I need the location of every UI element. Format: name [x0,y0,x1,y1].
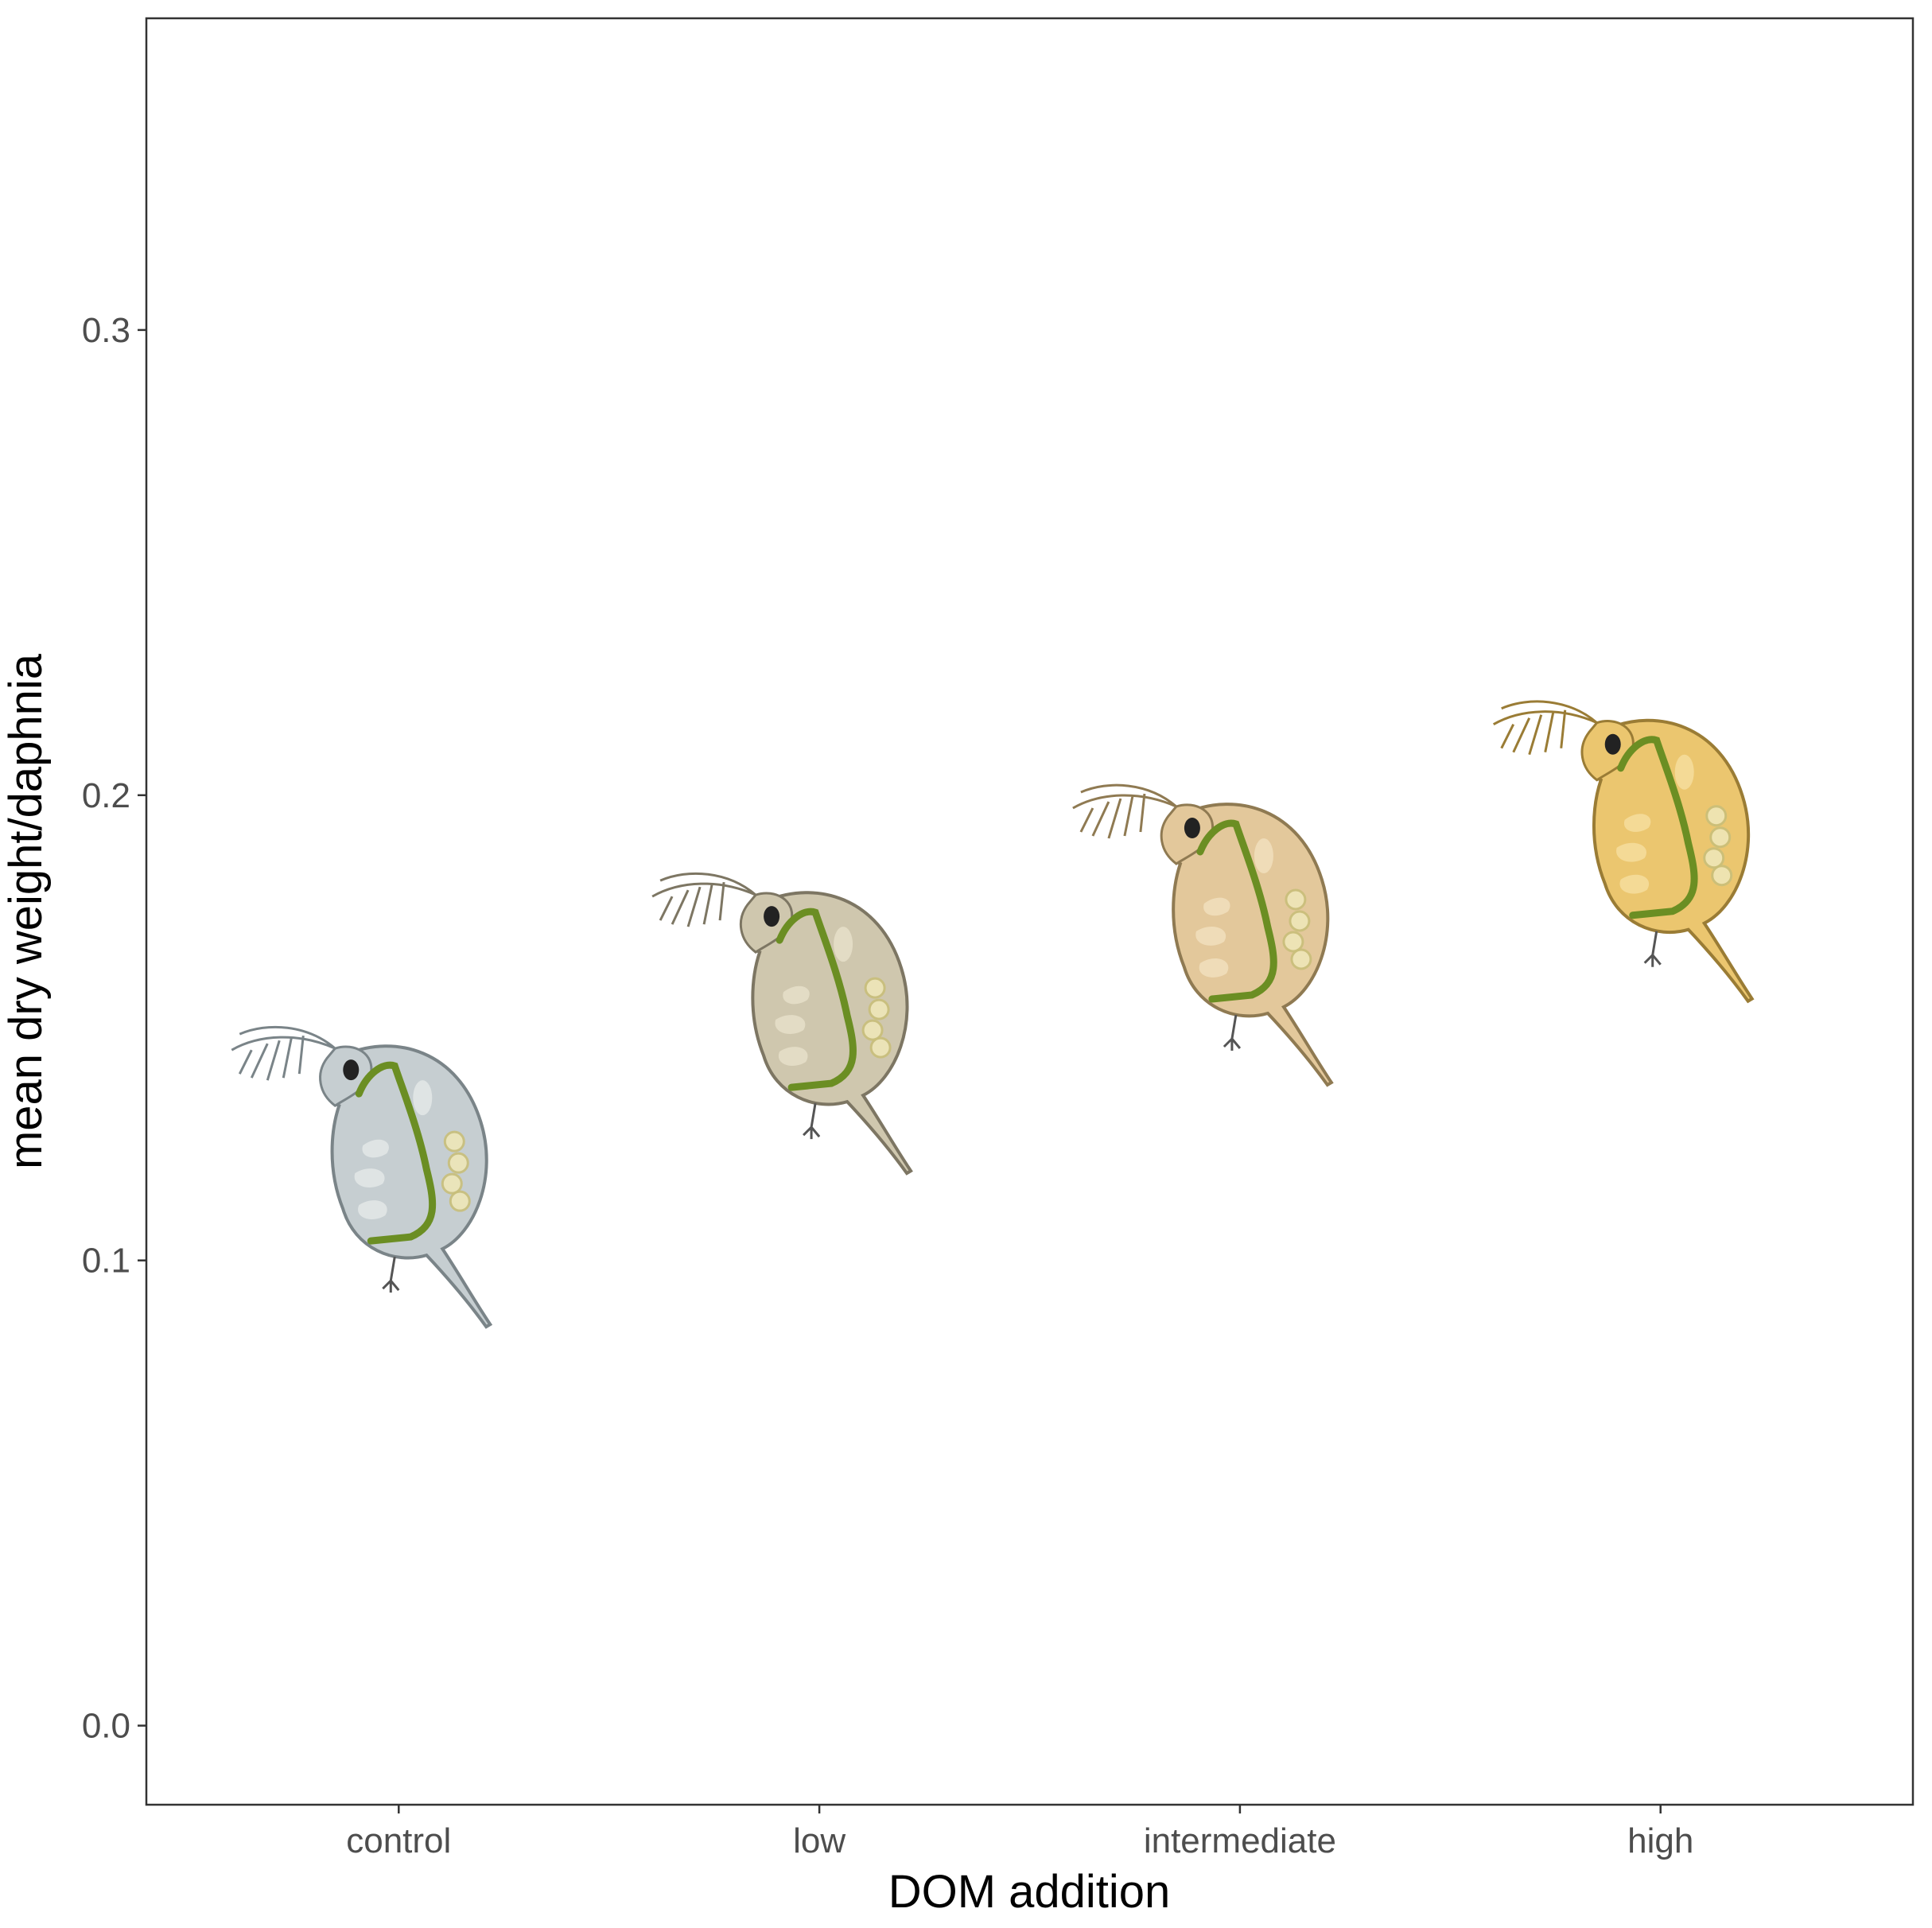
daphnia-point-icon [231,1027,490,1327]
daphnia-point-icon [1494,702,1752,1001]
x-tick-label: control [346,1821,451,1860]
x-axis-title: DOM addition [888,1866,1171,1918]
y-tick-label: 0.0 [82,1707,130,1746]
x-tick-label: intermediate [1144,1821,1336,1860]
data-points [231,702,1751,1327]
y-axis-title: mean dry weight/daphnia [0,653,52,1169]
daphnia-point-icon [652,873,911,1173]
y-tick-label: 0.3 [82,311,130,350]
x-tick-label: high [1627,1821,1693,1860]
y-tick-label: 0.2 [82,776,130,815]
panel-border [145,17,1915,1806]
y-tick-label: 0.1 [82,1242,130,1281]
x-tick-label: low [793,1821,845,1860]
daphnia-point-icon [1073,785,1331,1085]
y-axis: 0.0 0.1 0.2 0.3 [82,311,146,1746]
x-axis: control low intermediate high [346,1805,1693,1860]
